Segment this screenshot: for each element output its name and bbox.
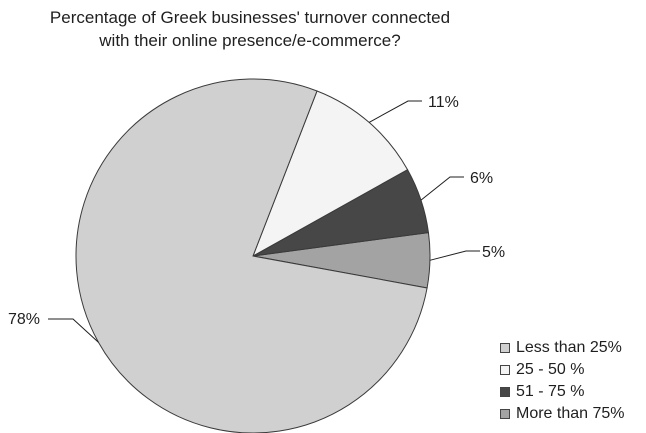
leader-line-less-than-25 [48, 318, 99, 343]
legend-swatch [500, 342, 510, 353]
pie-slices [75, 78, 431, 433]
leader-line-25-50 [368, 100, 422, 123]
legend-item-more-than-75: More than 75% [500, 403, 625, 424]
data-label-less-than-25: 78% [8, 311, 40, 328]
legend-item-25-50: 25 - 50 % [500, 359, 625, 380]
legend-swatch [500, 364, 510, 375]
leader-line-more-than-75 [429, 250, 480, 261]
legend-item-less-than-25: Less than 25% [500, 337, 625, 358]
legend: Less than 25% 25 - 50 % 51 - 75 % More t… [500, 337, 625, 425]
chart-title-line-1: Percentage of Greek businesses' turnover… [49, 8, 451, 27]
data-labels: 5% 6% 11% 78% [8, 94, 505, 328]
legend-swatch [500, 386, 510, 397]
chart-title-line-2: with their online presence/e-commerce? [99, 31, 401, 50]
legend-label: More than 75% [516, 404, 625, 422]
legend-swatch [500, 408, 510, 419]
data-label-51-75: 6% [470, 170, 493, 187]
data-label-25-50: 11% [428, 94, 459, 111]
label-leader-lines [48, 100, 480, 343]
data-label-more-than-75: 5% [482, 244, 505, 261]
legend-label: 51 - 75 % [516, 382, 585, 400]
leader-line-51-75 [420, 176, 464, 201]
chart-title: Percentage of Greek businesses' turnover… [0, 6, 500, 52]
legend-label: Less than 25% [516, 338, 622, 356]
legend-item-51-75: 51 - 75 % [500, 381, 625, 402]
legend-label: 25 - 50 % [516, 360, 585, 378]
